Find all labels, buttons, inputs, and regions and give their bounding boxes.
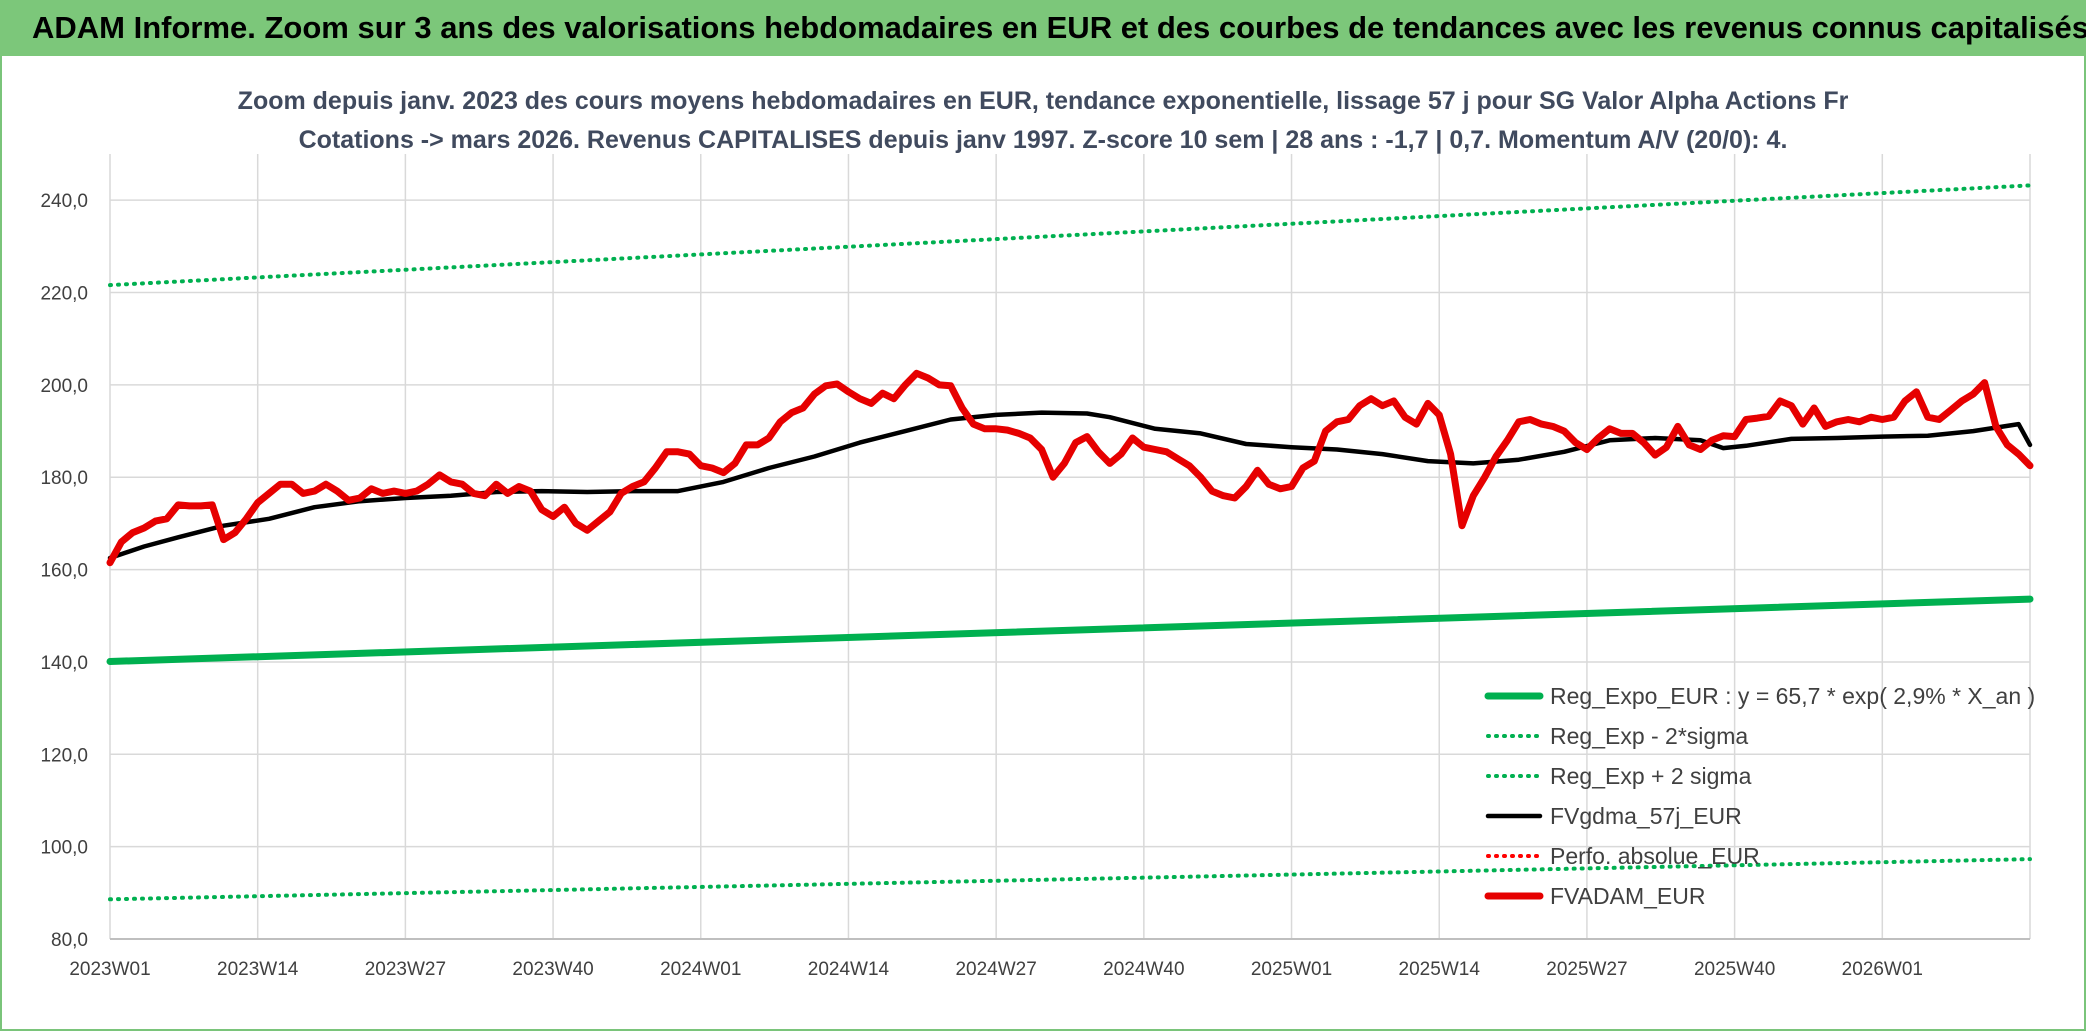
series-reg-exp-line-1 [108, 857, 2032, 902]
x-tick-label: 2025W40 [1694, 959, 1775, 980]
series-reg-expo-eur-line-0 [106, 595, 2034, 665]
x-axis-ticks: 2023W01 2023W14 2023W27 2023W40 2024W01 2024W… [69, 959, 1923, 980]
chart-title-line1: Zoom depuis janv. 2023 des cours moyens … [238, 87, 1849, 115]
legend-label: FVADAM_EUR [1550, 883, 1706, 909]
x-tick-label: 2024W40 [1103, 959, 1184, 980]
x-tick-label: 2024W01 [660, 959, 741, 980]
y-tick-label: 220,0 [40, 284, 88, 305]
legend-label: Reg_Exp - 2*sigma [1550, 723, 1748, 749]
y-tick-label: 100,0 [40, 838, 88, 859]
y-tick-label: 80,0 [51, 930, 88, 951]
series-reg-exp-line-2 [108, 183, 2032, 288]
x-tick-label: 2023W14 [217, 959, 299, 980]
series-fvgdma-57j-eur-line-3 [107, 410, 2033, 561]
x-tick-label: 2024W27 [955, 959, 1036, 980]
series-layer [106, 183, 2034, 902]
y-tick-label: 160,0 [40, 561, 88, 582]
x-tick-label: 2025W27 [1546, 959, 1627, 980]
x-tick-label: 2025W01 [1251, 959, 1332, 980]
y-tick-label: 120,0 [40, 745, 88, 766]
legend-label: Reg_Exp + 2 sigma [1550, 763, 1752, 789]
y-axis-ticks: 80,0 100,0 120,0 140,0 160,0 180,0 200,0 220,0 2… [40, 191, 88, 951]
y-tick-label: 180,0 [40, 468, 88, 489]
y-tick-label: 240,0 [40, 191, 88, 212]
series-fvadam-eur-line-5 [106, 369, 2034, 567]
valuation-chart: Zoom depuis janv. 2023 des cours moyens … [40, 87, 2035, 980]
x-tick-label: 2023W27 [365, 959, 446, 980]
chart-title-line2: Cotations -> mars 2026. Revenus CAPITALI… [299, 126, 1788, 154]
y-tick-label: 140,0 [40, 653, 88, 674]
legend-label: Perfo. absolue_EUR [1550, 843, 1760, 869]
legend-label: Reg_Expo_EUR : y = 65,7 * exp( 2,9% * X_… [1550, 683, 2035, 709]
x-tick-label: 2026W01 [1842, 959, 1923, 980]
legend-label: FVgdma_57j_EUR [1550, 803, 1742, 829]
x-tick-label: 2024W14 [808, 959, 890, 980]
report-banner: ADAM Informe. Zoom sur 3 ans des valoris… [0, 0, 2086, 56]
x-tick-label: 2023W01 [69, 959, 150, 980]
y-tick-label: 200,0 [40, 376, 88, 397]
x-tick-label: 2025W14 [1399, 959, 1481, 980]
legend: Reg_Expo_EUR : y = 65,7 * exp( 2,9% * X_… [1484, 683, 2035, 909]
x-tick-label: 2023W40 [512, 959, 593, 980]
